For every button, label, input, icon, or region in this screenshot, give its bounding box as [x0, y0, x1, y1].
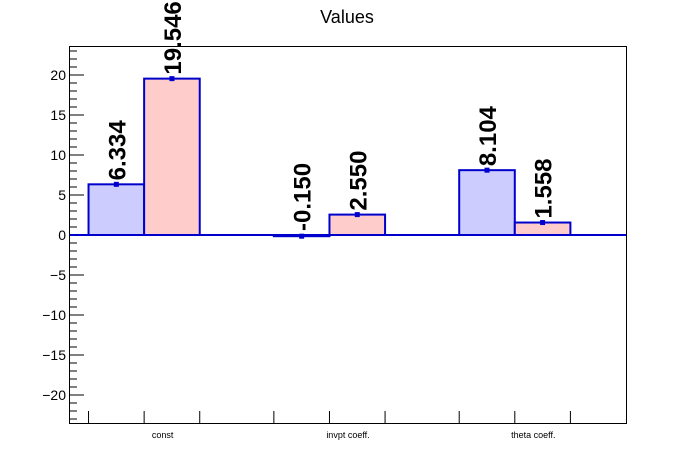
bars	[87, 76, 572, 239]
y-tick-label: 0	[58, 227, 66, 243]
plot-frame	[69, 46, 627, 424]
bar-value-label: -0.150	[290, 163, 317, 231]
y-tick-label: 15	[50, 107, 66, 123]
bar	[328, 213, 387, 237]
bar	[458, 169, 516, 236]
chart-title: Values	[320, 7, 374, 27]
bar-marker	[354, 212, 360, 218]
bar-value-label: 2.550	[345, 151, 372, 211]
x-category-label: const	[152, 430, 174, 440]
bar-value-label: 19.546	[160, 1, 187, 74]
y-tick-label: −5	[50, 267, 66, 283]
bar-marker	[113, 181, 119, 187]
y-axis: −20 −15 −10 −5 0 5 10 15 20	[42, 50, 84, 420]
y-tick-label: −15	[42, 347, 66, 363]
bar-marker	[540, 220, 546, 226]
y-tick-label: 20	[50, 67, 66, 83]
y-tick-label: 10	[50, 147, 66, 163]
x-category-label: theta coeff.	[511, 430, 555, 440]
bar-value-label: 1.558	[531, 158, 558, 218]
y-tick-label: −20	[42, 387, 66, 403]
bar-marker	[299, 233, 305, 239]
bar-labels: 6.334 19.546 -0.150 2.550 8.104 1.558	[104, 1, 557, 231]
bar	[143, 77, 201, 236]
bar-value-label: 8.104	[475, 105, 502, 166]
bar	[87, 183, 146, 237]
y-tick-label: 5	[58, 187, 66, 203]
x-category-label: invpt coeff.	[326, 430, 369, 440]
bar-marker	[484, 167, 490, 173]
y-tick-label: −10	[42, 307, 66, 323]
bar-marker	[169, 76, 175, 82]
x-axis: const invpt coeff. theta coeff.	[88, 411, 571, 440]
bar-value-label: 6.334	[104, 120, 131, 181]
